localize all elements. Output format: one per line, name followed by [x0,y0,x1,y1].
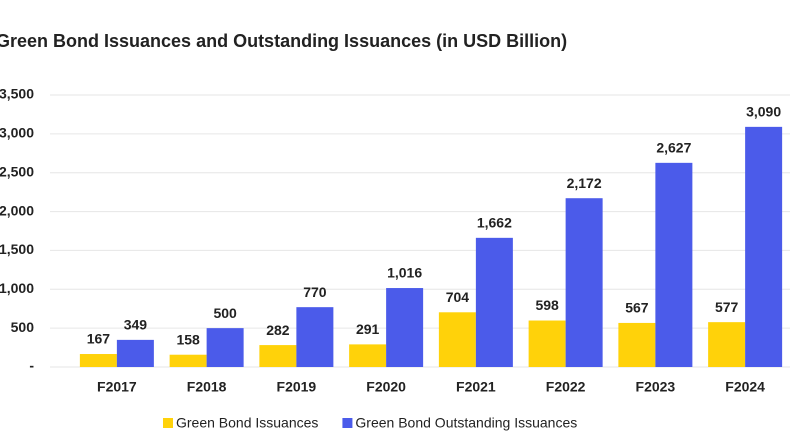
x-tick-label: F2019 [277,379,317,395]
bar [528,320,566,367]
data-label: 2,172 [567,175,602,191]
data-label: 577 [715,299,739,315]
bar [349,344,387,367]
y-tick-label: 1,500 [0,241,34,257]
bar [618,322,656,367]
data-label: 291 [356,321,380,337]
legend-label: Green Bond Outstanding Issuances [355,415,577,431]
data-label: 1,016 [387,265,422,281]
data-label: 3,090 [746,104,781,120]
bar [475,237,513,367]
legend-swatch [342,418,353,428]
bar [745,126,783,367]
x-tick-label: F2020 [366,379,406,395]
data-label: 500 [213,305,237,321]
data-label: 598 [535,297,559,313]
y-tick-label: - [29,358,34,374]
data-label: 349 [124,317,148,333]
data-label: 1,662 [477,215,512,231]
bar [708,322,746,367]
x-tick-label: F2024 [725,379,765,395]
data-label: 2,627 [656,140,691,156]
y-tick-label: 3,000 [0,125,34,141]
bar [565,198,603,367]
chart-title: Green Bond Issuances and Outstanding Iss… [0,31,567,51]
y-tick-label: 3,500 [0,86,34,102]
bar [296,307,334,367]
legend-swatch [163,418,173,428]
data-label: 282 [266,322,290,338]
x-tick-label: F2021 [456,379,496,395]
y-tick-label: 2,500 [0,163,34,179]
y-tick-label: 1,000 [0,280,34,296]
y-tick-label: 500 [11,319,35,335]
bar [206,328,244,367]
bar [79,354,117,367]
x-tick-label: F2023 [636,379,676,395]
legend-label: Green Bond Issuances [176,415,318,431]
bar [259,345,297,367]
bar [655,162,693,367]
bar [116,339,154,367]
data-label: 167 [87,331,111,347]
data-label: 158 [176,331,200,347]
data-label: 704 [446,289,470,305]
bar [438,312,476,367]
y-tick-label: 2,000 [0,202,34,218]
x-tick-label: F2017 [97,379,137,395]
data-label: 567 [625,300,649,316]
data-label: 770 [303,284,327,300]
x-tick-label: F2022 [546,379,586,395]
bar [386,288,424,367]
x-tick-label: F2018 [187,379,227,395]
bar [169,354,207,367]
